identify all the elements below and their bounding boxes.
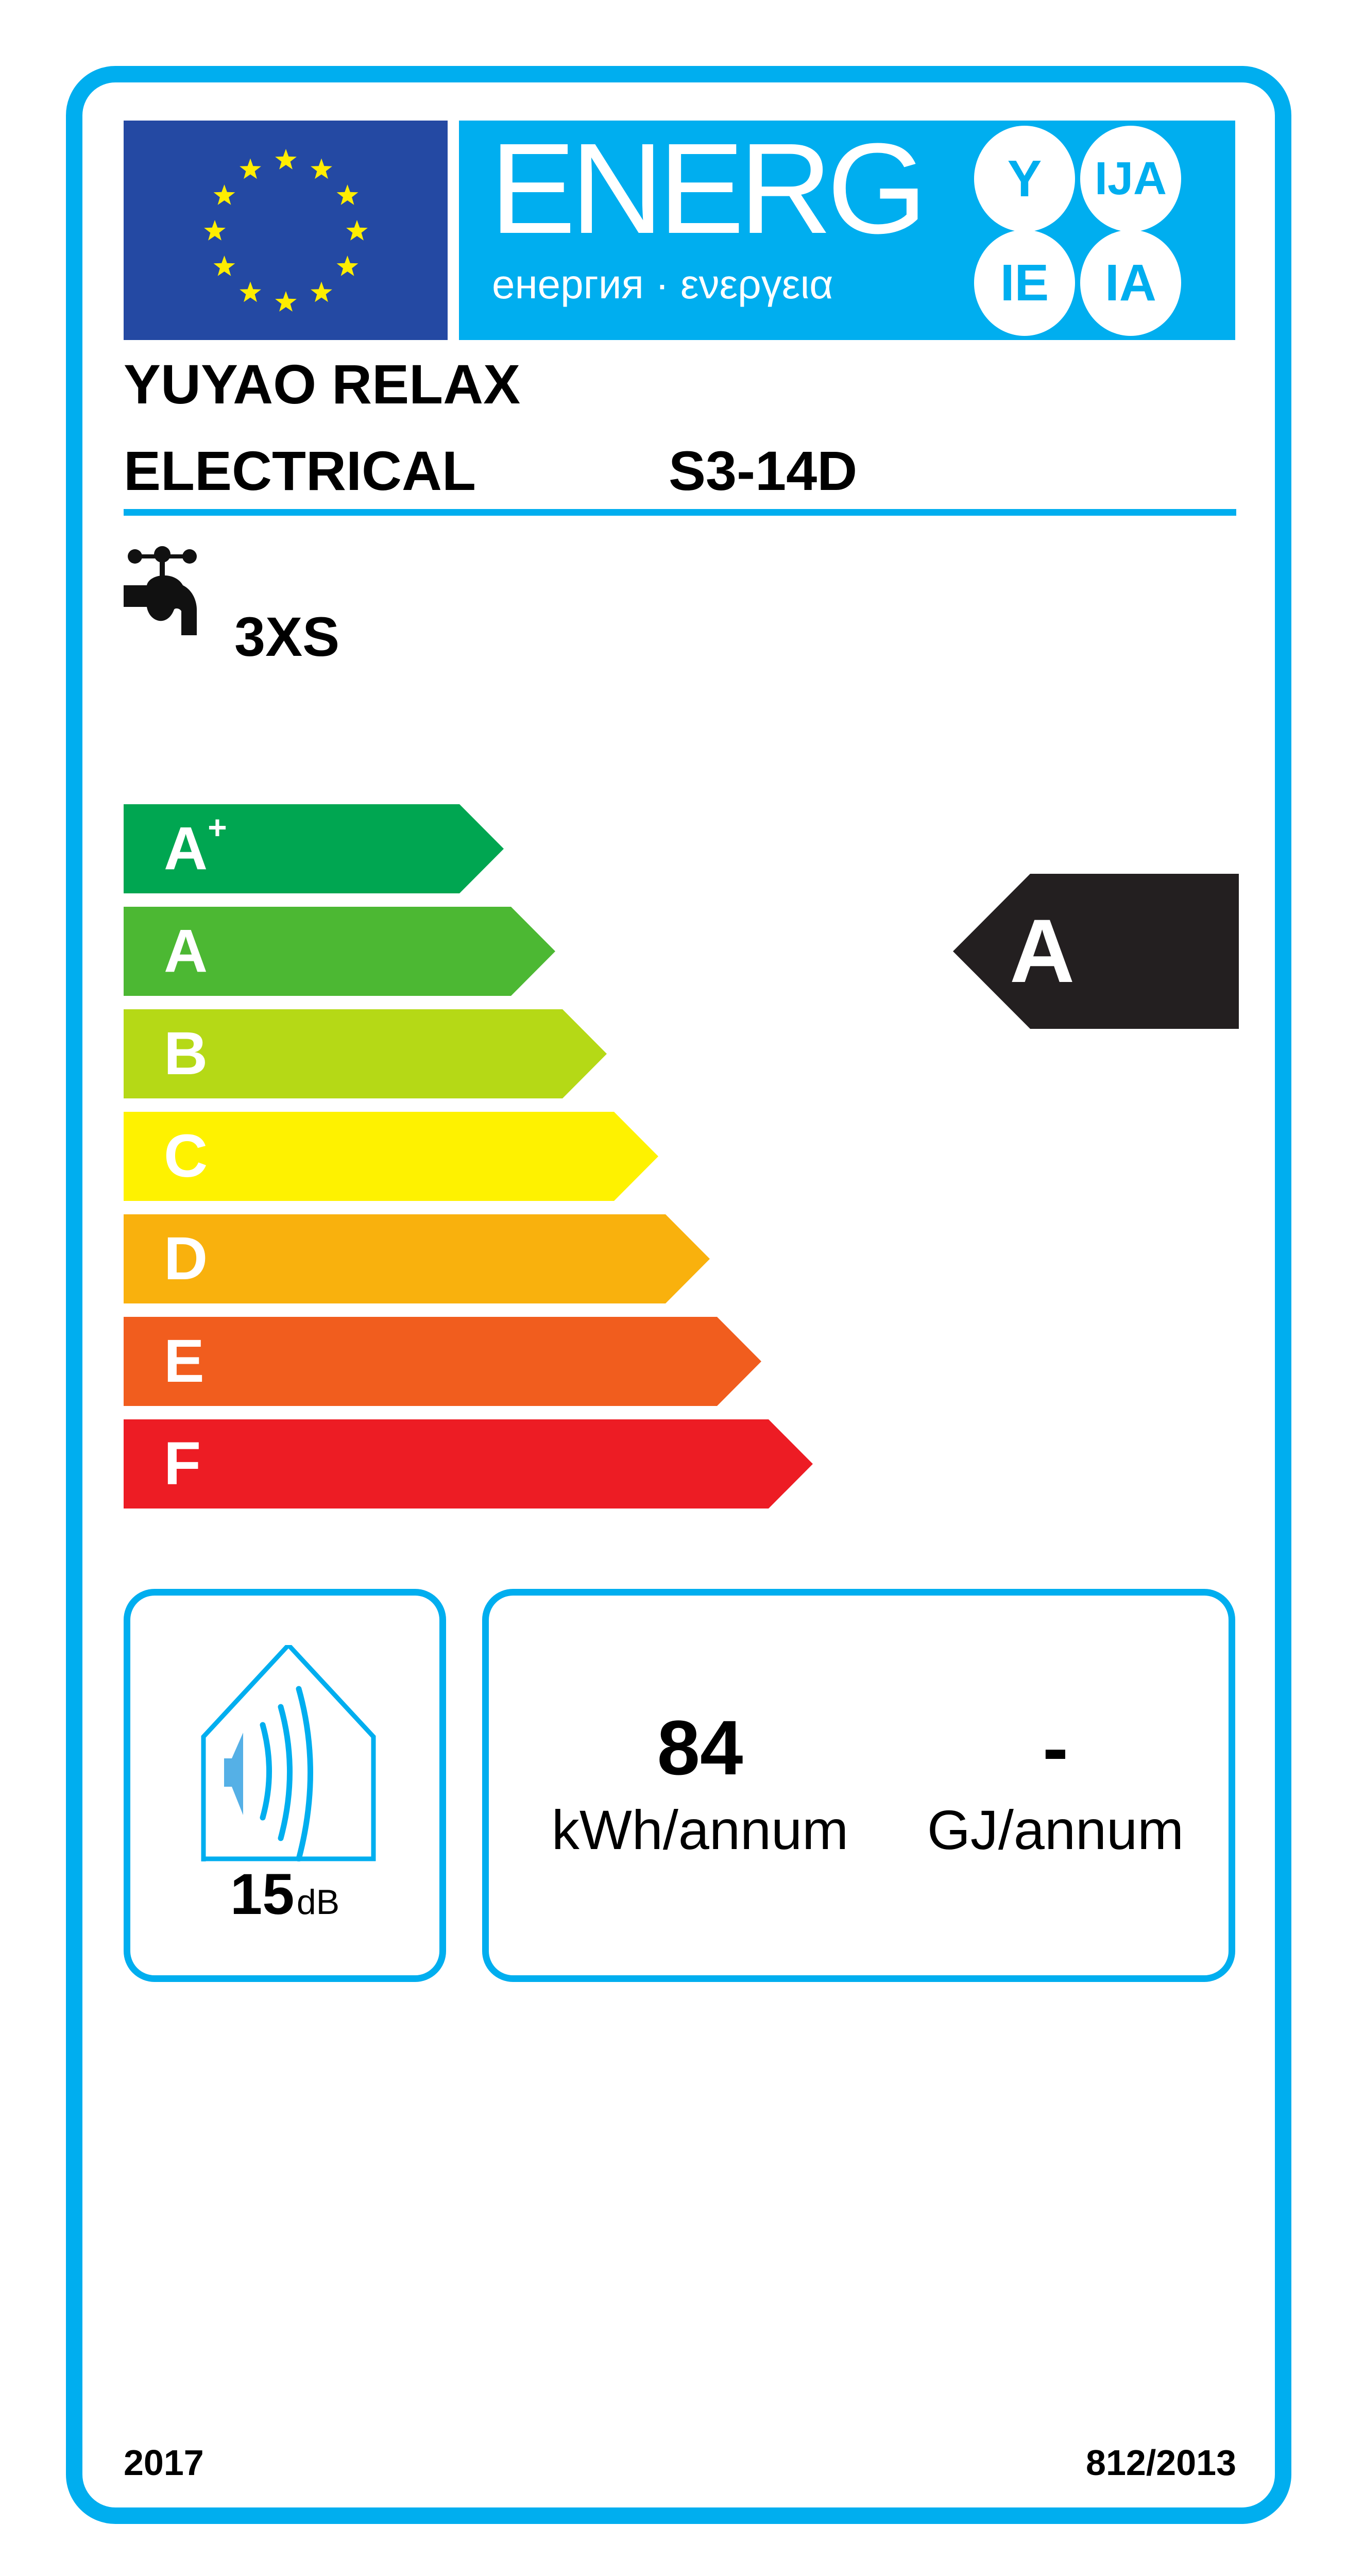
- noise-level: 15 dB: [130, 1863, 439, 1943]
- star-icon: [311, 158, 332, 179]
- star-icon: [204, 220, 226, 241]
- load-profile-value: 3XS: [234, 605, 340, 668]
- star-icon: [240, 281, 261, 302]
- suffix-ija: IJA: [1080, 126, 1181, 232]
- energy-class-label: B: [164, 1020, 208, 1088]
- divider: [124, 509, 1236, 516]
- noise-value: 15: [230, 1862, 295, 1926]
- energy-subtitle: енергия · ενεργεια: [492, 261, 833, 307]
- energy-class-label: C: [164, 1122, 208, 1190]
- star-icon: [311, 281, 332, 302]
- star-icon: [275, 291, 297, 312]
- energy-class-bar: A: [124, 907, 555, 996]
- star-icon: [240, 158, 261, 179]
- star-icon: [213, 184, 235, 205]
- noise-panel: 15 dB: [124, 1589, 446, 1982]
- fuel-consumption-value: -: [1043, 1704, 1068, 1791]
- label-border: [66, 66, 1291, 2524]
- electricity-consumption-value: 84: [657, 1704, 743, 1791]
- eu-flag-icon: [124, 121, 448, 340]
- energy-class-superscript: +: [208, 809, 227, 846]
- energy-class-bar: B: [124, 1009, 607, 1098]
- supplier-name-line1: YUYAO RELAX: [124, 353, 521, 415]
- suffix-y: Y: [974, 126, 1075, 232]
- energy-class-bar: E: [124, 1317, 761, 1406]
- energy-class-label: E: [164, 1327, 204, 1395]
- eu-stars: [204, 149, 368, 312]
- star-icon: [275, 149, 297, 170]
- energy-class-label: A: [164, 917, 208, 985]
- water-tap-icon: [124, 545, 221, 638]
- suffix-ia: IA: [1080, 230, 1181, 336]
- regulation-number: 812/2013: [1086, 2443, 1236, 2483]
- energy-header: ENERG енергия · ενεργεια Y IJA IE IA: [459, 121, 1235, 340]
- energy-class-bar: A+: [124, 804, 504, 893]
- star-icon: [346, 220, 368, 241]
- energy-class-bar: D: [124, 1214, 710, 1303]
- electricity-consumption-unit: kWh/annum: [551, 1799, 849, 1861]
- fuel-consumption-unit: GJ/annum: [927, 1799, 1184, 1861]
- energy-class-rating: A: [1010, 901, 1075, 1002]
- suffix-ie: IE: [974, 230, 1075, 336]
- star-icon: [336, 184, 359, 205]
- energy-class-label: D: [164, 1225, 208, 1293]
- model-identifier: S3-14D: [669, 439, 858, 502]
- energy-word: ENERG: [490, 116, 927, 260]
- house-speaker-icon: [201, 1645, 376, 1861]
- label-year: 2017: [124, 2443, 204, 2483]
- annual-consumption-panel: 84 kWh/annum - GJ/annum: [482, 1589, 1235, 1982]
- energy-class-label: A: [164, 815, 208, 883]
- energy-class-bar: F: [124, 1419, 813, 1509]
- star-icon: [213, 256, 235, 276]
- supplier-name-line2: ELECTRICAL: [124, 439, 476, 502]
- star-icon: [336, 256, 359, 276]
- noise-unit: dB: [296, 1883, 340, 1922]
- energy-class-label: F: [164, 1430, 201, 1498]
- energy-class-bar: C: [124, 1112, 658, 1201]
